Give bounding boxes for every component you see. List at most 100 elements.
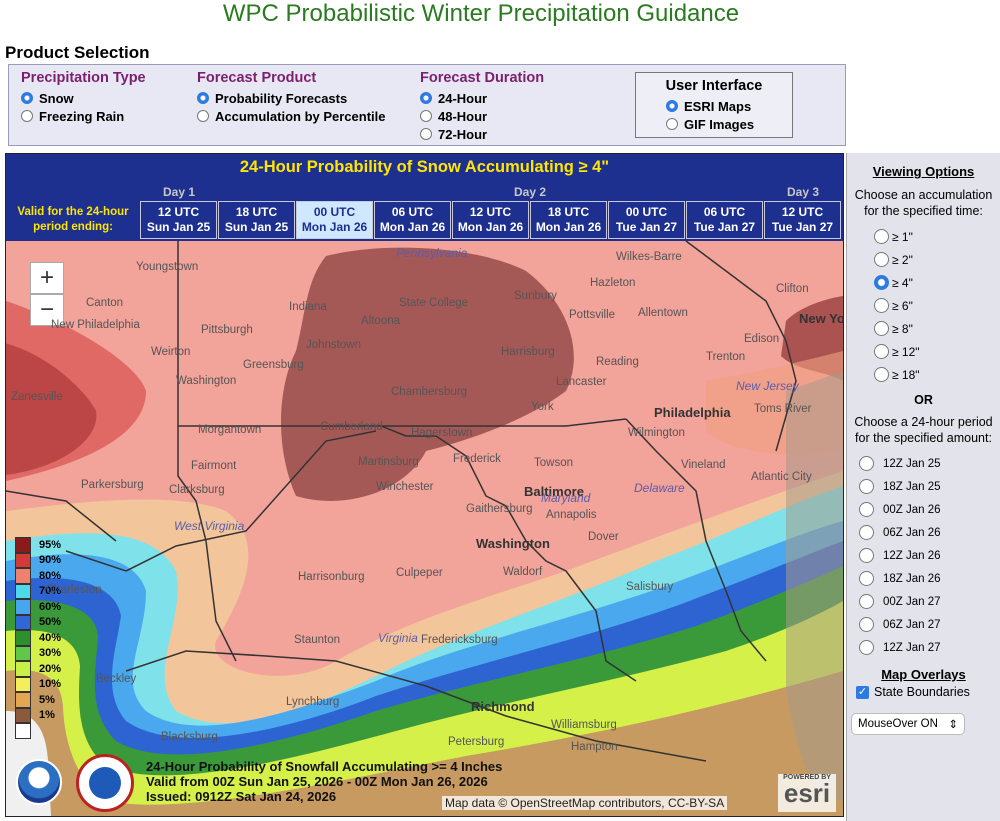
esri-wordmark: esri bbox=[783, 778, 831, 808]
period-option[interactable]: 06Z Jan 27 bbox=[847, 613, 1000, 636]
legend-entry: 1% bbox=[15, 707, 75, 723]
accumulation-option[interactable]: ≥ 2" bbox=[847, 248, 1000, 271]
esri-maps-option[interactable]: ESRI Maps bbox=[636, 97, 792, 115]
snow-option[interactable]: Snow bbox=[21, 89, 146, 107]
accumulation-percentile-option[interactable]: Accumulation by Percentile bbox=[197, 107, 386, 125]
period-option[interactable]: 12Z Jan 25 bbox=[847, 452, 1000, 475]
zoom-out-button[interactable]: − bbox=[30, 294, 64, 326]
map-canvas bbox=[6, 241, 843, 816]
radio-checked-icon[interactable] bbox=[874, 275, 889, 290]
time-tab[interactable]: 18 UTC Sun Jan 25 bbox=[218, 201, 295, 239]
city-label: Allentown bbox=[638, 307, 688, 319]
period-option[interactable]: 00Z Jan 26 bbox=[847, 498, 1000, 521]
city-label: Frederick bbox=[453, 453, 501, 465]
legend-label: 1% bbox=[39, 709, 55, 722]
radio-icon[interactable] bbox=[859, 548, 874, 563]
radio-icon[interactable] bbox=[859, 502, 874, 517]
radio-icon[interactable] bbox=[420, 110, 432, 122]
accumulation-option[interactable]: ≥ 18" bbox=[847, 363, 1000, 386]
state-boundaries-checkbox[interactable]: ✓ State Boundaries bbox=[847, 685, 1000, 699]
radio-icon[interactable] bbox=[859, 571, 874, 586]
radio-icon[interactable] bbox=[874, 321, 889, 336]
city-label: Waldorf bbox=[503, 566, 543, 578]
map-panel: 24-Hour Probability of Snow Accumulating… bbox=[5, 153, 844, 817]
period-option[interactable]: 18Z Jan 25 bbox=[847, 475, 1000, 498]
city-label: Altoona bbox=[361, 315, 401, 327]
period-option[interactable]: 06Z Jan 26 bbox=[847, 521, 1000, 544]
state-label: West Virginia bbox=[174, 519, 245, 533]
radio-checked-icon[interactable] bbox=[420, 92, 432, 104]
state-label: Delaware bbox=[634, 481, 685, 495]
city-label: Culpeper bbox=[396, 567, 443, 579]
radio-icon[interactable] bbox=[859, 640, 874, 655]
time-tab[interactable]: 12 UTC Sun Jan 25 bbox=[140, 201, 217, 239]
city-label: Indiana bbox=[289, 301, 327, 313]
snow-probability-map[interactable]: + − 95% 90% 80% 70% 60% 50% 40% 30% 20% 10% 5% 1% Y… bbox=[6, 241, 843, 816]
city-label: Vineland bbox=[681, 459, 726, 471]
city-label: Youngstown bbox=[136, 261, 199, 273]
radio-icon[interactable] bbox=[874, 367, 889, 382]
radio-icon[interactable] bbox=[859, 617, 874, 632]
tab-utc: 00 UTC bbox=[625, 205, 668, 219]
city-label: Petersburg bbox=[448, 736, 505, 748]
radio-icon[interactable] bbox=[874, 298, 889, 313]
radio-icon[interactable] bbox=[666, 118, 678, 130]
city-label: Canton bbox=[86, 297, 124, 309]
time-tab[interactable]: 00 UTC Mon Jan 26 bbox=[296, 201, 373, 239]
period-option[interactable]: 12Z Jan 27 bbox=[847, 636, 1000, 659]
legend-entry: 5% bbox=[15, 692, 75, 708]
time-tabs: Day 1 Day 2 Day 3 Valid for the 24-hour … bbox=[6, 181, 843, 241]
accumulation-option[interactable]: ≥ 6" bbox=[847, 294, 1000, 317]
duration-24h-option[interactable]: 24-Hour bbox=[420, 89, 544, 107]
period-option[interactable]: 12Z Jan 26 bbox=[847, 544, 1000, 567]
radio-icon[interactable] bbox=[874, 252, 889, 267]
tab-utc: 00 UTC bbox=[313, 205, 356, 219]
esri-logo[interactable]: POWERED BY esri bbox=[778, 774, 836, 812]
accumulation-option[interactable]: ≥ 4" bbox=[847, 271, 1000, 294]
city-label: Annapolis bbox=[546, 509, 597, 521]
map-attribution[interactable]: Map data © OpenStreetMap contributors, C… bbox=[442, 796, 728, 810]
duration-72h-option[interactable]: 72-Hour bbox=[420, 125, 544, 143]
period-option[interactable]: 00Z Jan 27 bbox=[847, 590, 1000, 613]
time-tab[interactable]: 06 UTC Mon Jan 26 bbox=[374, 201, 451, 239]
precip-type-title: Precipitation Type bbox=[21, 70, 146, 86]
legend-swatch bbox=[15, 599, 31, 615]
user-interface-title: User Interface bbox=[665, 78, 763, 94]
caption-line: 24-Hour Probability of Snowfall Accumula… bbox=[146, 759, 503, 774]
freezing-rain-option[interactable]: Freezing Rain bbox=[21, 107, 146, 125]
radio-checked-icon[interactable] bbox=[666, 100, 678, 112]
radio-icon[interactable] bbox=[21, 110, 33, 122]
tab-date: Tue Jan 27 bbox=[693, 220, 756, 234]
radio-icon[interactable] bbox=[420, 128, 432, 140]
checkmark-icon[interactable]: ✓ bbox=[856, 685, 869, 699]
radio-checked-icon[interactable] bbox=[21, 92, 33, 104]
legend-entry: 10% bbox=[15, 676, 75, 692]
probability-forecasts-option[interactable]: Probability Forecasts bbox=[197, 89, 386, 107]
accumulation-option[interactable]: ≥ 12" bbox=[847, 340, 1000, 363]
time-tab[interactable]: 12 UTC Tue Jan 27 bbox=[764, 201, 841, 239]
time-tab[interactable]: 18 UTC Mon Jan 26 bbox=[530, 201, 607, 239]
radio-icon[interactable] bbox=[859, 479, 874, 494]
legend-swatch bbox=[15, 552, 31, 568]
time-tab[interactable]: 12 UTC Mon Jan 26 bbox=[452, 201, 529, 239]
radio-icon[interactable] bbox=[859, 456, 874, 471]
radio-icon[interactable] bbox=[197, 110, 209, 122]
radio-icon[interactable] bbox=[874, 344, 889, 359]
time-tab[interactable]: 00 UTC Tue Jan 27 bbox=[608, 201, 685, 239]
zoom-in-button[interactable]: + bbox=[30, 262, 64, 294]
option-label: GIF Images bbox=[684, 116, 755, 132]
mouseover-select[interactable]: MouseOver ON ⇕ bbox=[851, 713, 965, 735]
accumulation-option[interactable]: ≥ 1" bbox=[847, 225, 1000, 248]
gif-images-option[interactable]: GIF Images bbox=[636, 115, 792, 133]
radio-checked-icon[interactable] bbox=[197, 92, 209, 104]
time-tab[interactable]: 06 UTC Tue Jan 27 bbox=[686, 201, 763, 239]
tab-utc: 12 UTC bbox=[469, 205, 512, 219]
radio-icon[interactable] bbox=[859, 525, 874, 540]
period-option[interactable]: 18Z Jan 26 bbox=[847, 567, 1000, 590]
radio-icon[interactable] bbox=[859, 594, 874, 609]
accumulation-option[interactable]: ≥ 8" bbox=[847, 317, 1000, 340]
duration-48h-option[interactable]: 48-Hour bbox=[420, 107, 544, 125]
city-label: Edison bbox=[744, 333, 780, 345]
option-label: 24-Hour bbox=[438, 90, 488, 106]
radio-icon[interactable] bbox=[874, 229, 889, 244]
